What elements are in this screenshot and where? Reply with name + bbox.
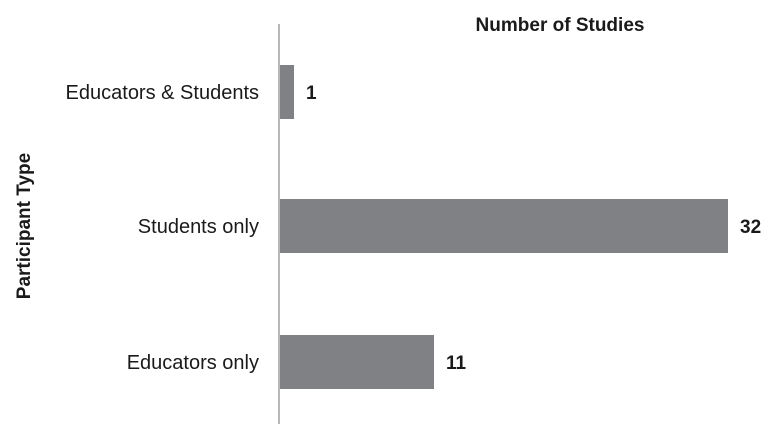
bar-0 xyxy=(280,65,294,119)
category-label-0: Educators & Students xyxy=(66,82,259,104)
chart-title: Number of Studies xyxy=(476,15,645,36)
data-label-2: 11 xyxy=(446,353,467,374)
bars-layer: Educators & Students 1 Students only 32 Educ… xyxy=(66,65,761,389)
bar-2 xyxy=(280,335,434,389)
category-label-2: Educators only xyxy=(127,352,259,374)
data-label-1: 32 xyxy=(740,217,761,238)
y-axis-title: Participant Type xyxy=(14,153,35,299)
category-label-1: Students only xyxy=(138,216,259,238)
data-label-0: 1 xyxy=(306,83,317,104)
bar-1 xyxy=(280,199,728,253)
